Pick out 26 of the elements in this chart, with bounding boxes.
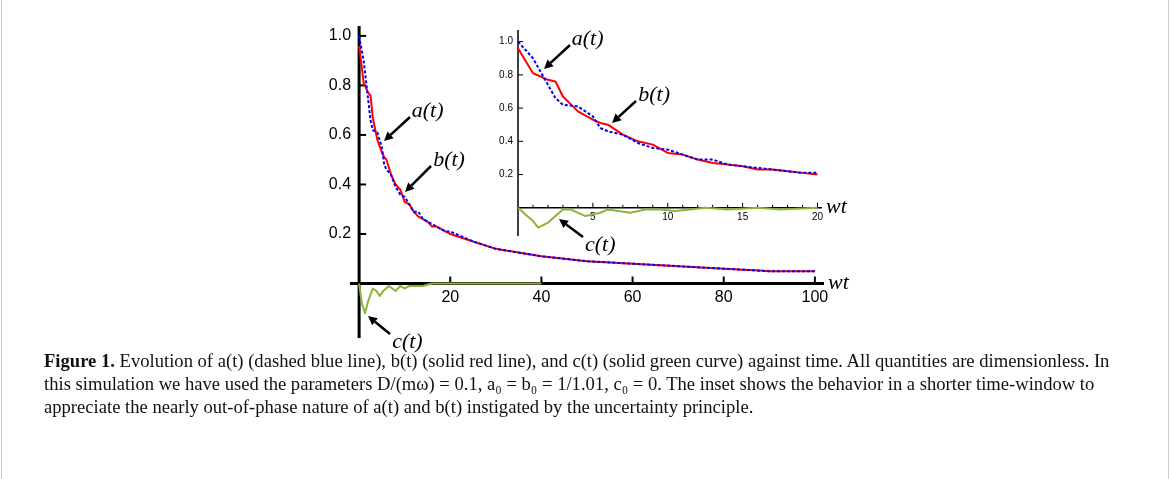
x-tick-label: 20 bbox=[441, 287, 460, 305]
x-tick-label: 80 bbox=[714, 287, 733, 305]
series-label: a(t) bbox=[571, 25, 604, 51]
y-tick-label: 0.6 bbox=[499, 101, 514, 113]
x-tick-label: 60 bbox=[623, 287, 642, 305]
y-tick-label: 0.4 bbox=[499, 135, 514, 147]
series-label: b(t) bbox=[433, 145, 465, 171]
series-label: c(t) bbox=[392, 327, 423, 353]
x-axis-title: wt bbox=[826, 192, 847, 218]
series-label: b(t) bbox=[638, 80, 670, 106]
y-tick-label: 0.8 bbox=[499, 68, 514, 80]
y-tick-label: 0.2 bbox=[328, 224, 352, 242]
y-tick-label: 1.0 bbox=[499, 35, 514, 47]
x-tick-label: 100 bbox=[801, 287, 829, 305]
y-tick-label: 0.4 bbox=[328, 174, 352, 192]
y-tick-label: 0.2 bbox=[499, 168, 514, 180]
x-axis-title: wt bbox=[828, 268, 849, 294]
x-tick-label: 20 bbox=[811, 210, 824, 222]
x-tick-label: 40 bbox=[532, 287, 551, 305]
x-tick-label: 10 bbox=[662, 210, 674, 222]
y-tick-label: 0.8 bbox=[328, 75, 352, 93]
series-label: c(t) bbox=[585, 230, 616, 256]
x-tick-label: 15 bbox=[737, 210, 749, 222]
y-tick-label: 0.6 bbox=[328, 125, 352, 143]
series-label: a(t) bbox=[411, 96, 444, 122]
y-tick-label: 1.0 bbox=[328, 26, 352, 44]
